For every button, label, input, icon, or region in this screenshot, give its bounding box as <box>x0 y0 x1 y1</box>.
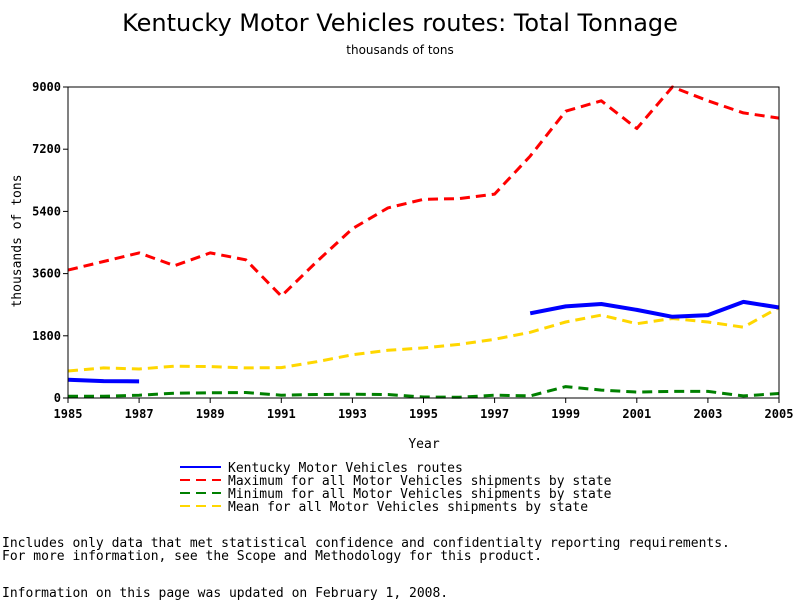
y-tick-label: 9000 <box>32 80 61 94</box>
x-tick-label: 1987 <box>125 407 154 421</box>
legend-label: Minimum for all Motor Vehicles shipments… <box>228 487 612 502</box>
legend-label: Maximum for all Motor Vehicles shipments… <box>228 474 612 489</box>
chart-title: Kentucky Motor Vehicles routes: Total To… <box>122 9 678 37</box>
series-line-minimum-for-all-motor-vehicles-shipments-by-state <box>68 385 780 399</box>
y-tick-label: 3600 <box>32 267 61 281</box>
footnote-confidence: Includes only data that met statistical … <box>2 536 730 551</box>
y-axis-label: thousands of tons <box>10 174 25 307</box>
series-line-kentucky-motor-vehicles-routes <box>67 377 140 384</box>
x-axis-ticks: 1985 1987 1989 1991 1993 1995 1997 1999 2001 2003… <box>54 398 794 421</box>
y-tick-label: 0 <box>54 391 61 405</box>
plot-series <box>67 85 780 399</box>
x-tick-label: 2003 <box>693 407 722 421</box>
footnote-updated: Information on this page was updated on … <box>2 586 449 601</box>
y-tick-label: 5400 <box>32 204 61 218</box>
legend-label: Mean for all Motor Vehicles shipments by… <box>228 500 588 515</box>
footnote-methodology: For more information, see the Scope and … <box>2 549 543 564</box>
x-tick-label: 1993 <box>338 407 367 421</box>
y-axis-ticks: 0 1800 3600 5400 7200 9000 <box>32 80 68 405</box>
plot-frame <box>67 86 780 399</box>
x-tick-label: 1989 <box>196 407 225 421</box>
series-line-maximum-for-all-motor-vehicles-shipments-by-state <box>67 85 780 298</box>
line-chart: Kentucky Motor Vehicles routes: Total To… <box>10 9 794 515</box>
legend-label: Kentucky Motor Vehicles routes <box>228 461 463 476</box>
series-line-kentucky-motor-vehicles-routes <box>529 299 780 319</box>
series-line-mean-for-all-motor-vehicles-shipments-by-state <box>67 306 780 373</box>
y-tick-label: 1800 <box>32 329 61 343</box>
x-axis-label: Year <box>408 437 439 452</box>
x-tick-label: 1991 <box>267 407 296 421</box>
x-tick-label: 2005 <box>765 407 794 421</box>
x-tick-label: 1985 <box>54 407 83 421</box>
x-tick-label: 1995 <box>409 407 438 421</box>
x-tick-label: 1997 <box>480 407 509 421</box>
y-tick-label: 7200 <box>32 142 61 156</box>
x-tick-label: 2001 <box>622 407 651 421</box>
x-tick-label: 1999 <box>551 407 580 421</box>
chart-subtitle: thousands of tons <box>346 43 453 57</box>
